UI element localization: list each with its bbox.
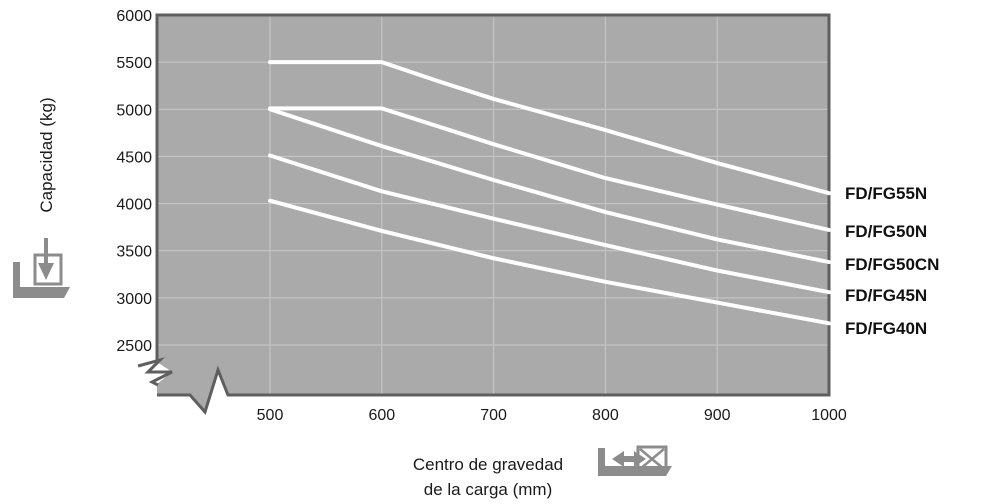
- series-line-fd-fg50n: [268, 106, 831, 232]
- y-tick-labels: 2500 3000 3500 4000 4500 5000 5500 6000: [116, 8, 152, 355]
- y-tick-label: 5500: [116, 55, 152, 72]
- series-label: FD/FG50CN: [845, 255, 939, 274]
- y-tick-label: 3500: [116, 244, 152, 261]
- series-label: FD/FG55N: [845, 184, 927, 203]
- x-tick-label: 600: [368, 407, 395, 424]
- x-tick-labels: 500 600 700 800 900 1000: [257, 407, 847, 424]
- x-tick-label: 800: [592, 407, 619, 424]
- y-tick-label: 6000: [116, 8, 152, 25]
- load-center-icon: [598, 445, 672, 476]
- x-tick-label: 1000: [811, 407, 847, 424]
- y-tick-label: 4000: [116, 197, 152, 214]
- x-tick-label: 900: [704, 407, 731, 424]
- series-line-fd-fg45n: [268, 153, 831, 295]
- series-line-fd-fg50cn: [268, 107, 831, 265]
- series-labels: FD/FG55N FD/FG50N FD/FG50CN FD/FG45N FD/FG40…: [845, 184, 939, 338]
- y-tick-label: 5000: [116, 102, 152, 119]
- series-label: FD/FG50N: [845, 222, 927, 241]
- x-axis-title-line-2: de la carga (mm): [424, 480, 552, 499]
- series-lines: [268, 60, 831, 326]
- series-label: FD/FG45N: [845, 286, 927, 305]
- y-tick-label: 4500: [116, 149, 152, 166]
- series-line-fd-fg55n: [268, 60, 831, 196]
- series-label: FD/FG40N: [845, 319, 927, 338]
- y-axis-break: [137, 357, 173, 387]
- plot-area: [157, 15, 829, 412]
- x-axis-title-line-1: Centro de gravedad: [413, 455, 563, 474]
- plot-frame: [155, 13, 831, 415]
- x-tick-label: 500: [257, 407, 284, 424]
- y-axis-title: Capacidad (kg): [37, 97, 56, 212]
- y-tick-label: 3000: [116, 291, 152, 308]
- y-tick-label: 2500: [116, 338, 152, 355]
- series-line-fd-fg40n: [268, 198, 831, 326]
- load-capacity-icon: [13, 238, 70, 298]
- x-tick-label: 700: [480, 407, 507, 424]
